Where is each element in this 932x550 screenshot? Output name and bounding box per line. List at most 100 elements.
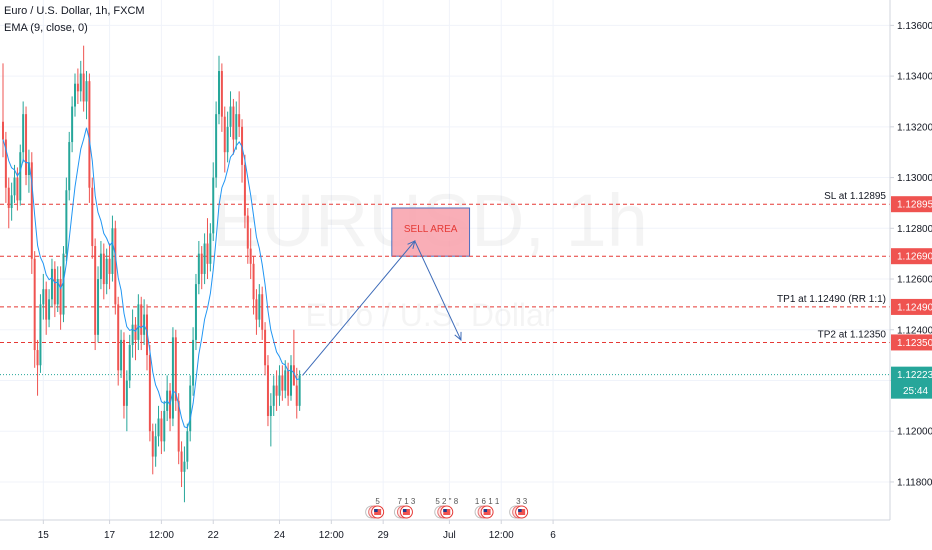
candle-body <box>65 190 68 254</box>
event-flag-icon[interactable]: 7 1 3 <box>393 497 416 519</box>
indicator-legend[interactable]: EMA (9, close, 0) <box>4 22 88 34</box>
time-tick-label: 29 <box>378 530 390 541</box>
candle-body <box>4 139 7 188</box>
candle-body <box>16 177 19 201</box>
event-flag-canton <box>374 509 378 512</box>
candle-body <box>290 365 292 396</box>
candle-body <box>229 106 232 127</box>
candle-body <box>226 126 229 153</box>
candle-body <box>275 385 278 396</box>
event-count: 7 1 3 <box>398 497 416 506</box>
price-tick-label: 1.13200 <box>897 122 932 133</box>
candle-body <box>27 162 30 176</box>
candle-body <box>88 81 91 188</box>
candle-body <box>99 253 102 280</box>
candle-body <box>91 187 94 247</box>
event-flag-icon[interactable]: 5 2 " 8 <box>434 497 459 519</box>
candle-body <box>114 228 117 305</box>
time-tick-label: 12:00 <box>149 530 174 541</box>
ema-polyline <box>2 127 300 429</box>
candle-body <box>76 83 79 92</box>
bar-countdown: 25:44 <box>903 386 928 397</box>
candle-body <box>131 324 134 345</box>
candle-body <box>33 258 36 351</box>
candle-body <box>186 431 189 462</box>
candle-body <box>50 268 53 300</box>
candle-body <box>120 339 123 371</box>
price-tick-label: 1.13000 <box>897 173 932 184</box>
candle-body <box>13 177 16 196</box>
candle-body <box>122 339 125 406</box>
price-tick-label: 1.13600 <box>897 21 932 32</box>
candle-body <box>298 375 301 406</box>
level-label: SL at 1.12895 <box>824 191 886 202</box>
candle-body <box>74 83 76 107</box>
candle-body <box>171 337 174 419</box>
candle-body <box>151 431 154 457</box>
candle-body <box>206 243 209 264</box>
candle-body <box>183 461 186 472</box>
candle-body <box>2 121 4 140</box>
candle-body <box>255 299 258 320</box>
candle-body <box>238 114 241 127</box>
price-tick-label: 1.12600 <box>897 275 932 286</box>
candle-body <box>232 106 235 140</box>
price-tick-label: 1.13400 <box>897 72 932 83</box>
candle-body <box>160 418 163 442</box>
candle-body <box>71 106 74 143</box>
candle-body <box>287 370 290 396</box>
candle-body <box>10 195 13 208</box>
sell-area-label: SELL AREA <box>404 224 458 235</box>
time-tick-label: 6 <box>550 530 556 541</box>
event-flag-icon[interactable]: 5 <box>365 497 385 519</box>
candle-body <box>154 436 157 457</box>
time-axis[interactable]: 15 17 12:00 22 24 12:00 29 Jul 12:00 6 <box>0 519 932 550</box>
candle-body <box>281 375 284 391</box>
price-axis-bg <box>890 0 932 550</box>
candle-body <box>192 339 195 386</box>
event-flag-icon[interactable]: 3 3 <box>509 497 529 519</box>
candle-body <box>42 289 45 305</box>
candle-body <box>258 294 261 320</box>
candle-body <box>117 304 120 371</box>
price-tick-label: 1.12000 <box>897 427 932 438</box>
last-price-label: 1.12223 <box>897 370 932 381</box>
candle-body <box>295 385 298 406</box>
candle-body <box>128 344 131 381</box>
candle-body <box>45 289 48 320</box>
candle-body <box>102 253 105 285</box>
candle-body <box>215 114 218 178</box>
candle-body <box>56 279 59 305</box>
candle-body <box>180 451 183 472</box>
economic-events: 5 7 1 3 5 2 " 8 1 6 1 1 3 3 <box>365 497 529 519</box>
candle-body <box>272 385 275 406</box>
event-count: 5 <box>375 497 380 506</box>
level-badge <box>891 334 932 351</box>
candle-body <box>246 215 249 249</box>
sell-area[interactable]: SELL AREA <box>391 207 471 257</box>
candle-body <box>218 71 220 115</box>
ema-line <box>2 127 300 429</box>
candle-body <box>163 410 166 442</box>
candle-body <box>200 253 203 274</box>
candle-body <box>174 337 177 401</box>
event-flag-canton <box>483 509 488 512</box>
projection-path[interactable] <box>302 240 462 376</box>
time-tick-label: 24 <box>274 530 286 541</box>
level-label: TP2 at 1.12350 <box>818 329 887 340</box>
time-tick-label: 17 <box>104 530 116 541</box>
level-badge <box>891 298 932 315</box>
candle-body <box>220 71 223 117</box>
watermark-name: Euro / U.S. Dollar <box>306 297 555 333</box>
level-badge-label: 1.12350 <box>897 338 932 349</box>
candle-body <box>22 114 25 153</box>
candle-body <box>197 253 200 285</box>
price-axis[interactable]: 1.13600 1.13400 1.13200 1.13000 1.12800 1.126… <box>889 0 932 550</box>
event-flag-icon[interactable]: 1 6 1 1 <box>474 497 500 519</box>
candle-body <box>108 258 111 274</box>
candlesticks <box>2 45 301 503</box>
candle-body <box>94 246 97 335</box>
event-flag-canton <box>443 509 447 512</box>
